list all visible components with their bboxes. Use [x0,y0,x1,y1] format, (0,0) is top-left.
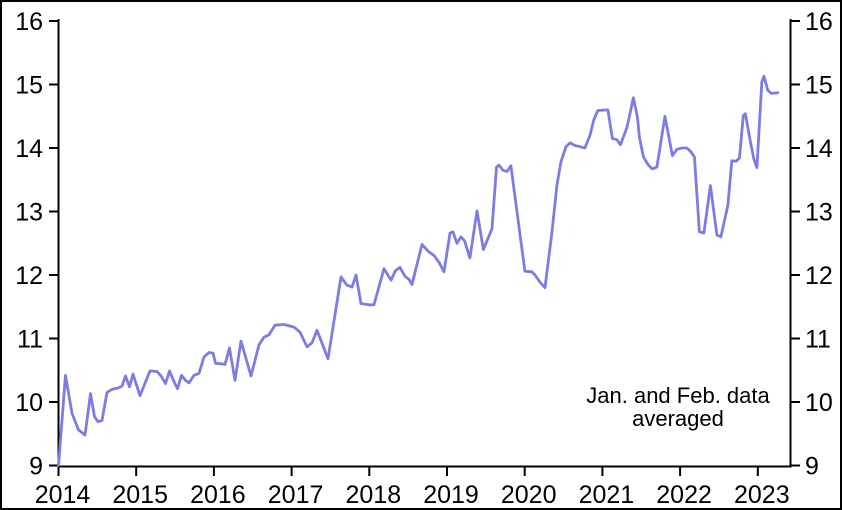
x-tick-label: 2018 [345,481,401,509]
y-tick-label-left: 14 [15,135,43,163]
x-tick-label: 2015 [112,481,168,509]
annotation-line-1: Jan. and Feb. data [586,383,770,408]
y-tick-label-left: 9 [29,453,43,481]
x-tick-label: 2020 [501,481,557,509]
annotation-line-2: averaged [632,406,724,431]
y-tick-label-left: 12 [15,262,43,290]
x-tick-label: 2016 [190,481,246,509]
y-tick-label-right: 12 [805,262,833,290]
y-tick-label-right: 16 [805,8,833,36]
y-tick-label-left: 11 [17,326,43,354]
y-tick-label-left: 10 [15,389,43,417]
x-tick-label: 2023 [734,481,790,509]
x-tick-label: 2017 [268,481,324,509]
y-tick-label-right: 15 [805,72,833,100]
chart-annotation: Jan. and Feb. data averaged [572,384,784,430]
y-tick-label-right: 14 [805,135,833,163]
x-tick-label: 2014 [35,481,91,509]
y-tick-label-right: 10 [805,389,833,417]
x-tick-label: 2021 [579,481,635,509]
y-tick-label-left: 13 [15,199,43,227]
series-line [57,74,780,467]
x-tick-label: 2022 [656,481,712,509]
y-tick-label-right: 9 [805,453,819,481]
y-tick-label-left: 15 [15,72,43,100]
y-tick-label-left: 16 [15,8,43,36]
y-tick-label-right: 11 [805,326,831,354]
x-tick-label: 2019 [423,481,479,509]
y-tick-label-right: 13 [805,199,833,227]
